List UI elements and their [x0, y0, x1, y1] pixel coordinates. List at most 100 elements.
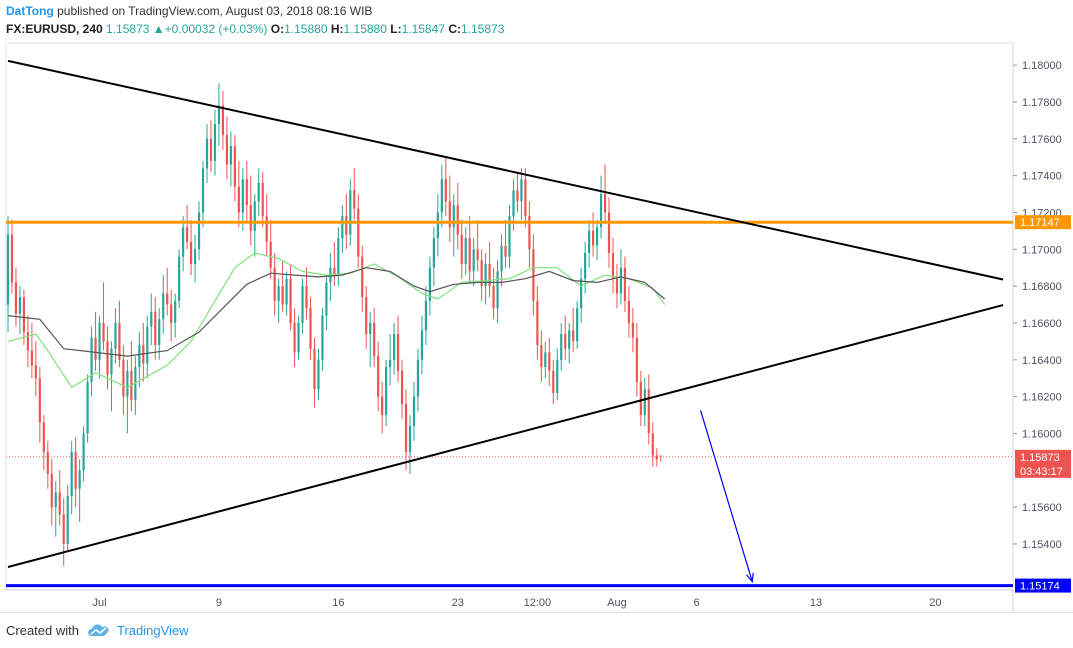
- candle-body: [432, 238, 435, 268]
- candle-body: [217, 105, 221, 125]
- candle-body: [126, 370, 129, 397]
- projection-arrow: [699, 410, 753, 582]
- author-name[interactable]: DatTong: [6, 4, 54, 18]
- candle-body: [189, 241, 193, 265]
- candle-body: [102, 322, 105, 342]
- y-tick-label: 1.16000: [1022, 428, 1062, 440]
- candle-body: [78, 470, 81, 489]
- candle-body: [460, 234, 463, 265]
- candle-body: [305, 286, 308, 309]
- candle-body: [556, 359, 559, 393]
- candle-body: [508, 216, 511, 257]
- lower-trendline: [7, 304, 1004, 568]
- candle-body: [603, 194, 607, 213]
- up-triangle-icon: ▲: [152, 22, 165, 36]
- candle-body: [174, 300, 177, 323]
- created-with-text: Created with: [6, 623, 79, 638]
- ohlc-line: FX:EURUSD, 240 1.15873 ▲+0.00032 (+0.03%…: [6, 22, 504, 36]
- candle-body: [178, 256, 181, 301]
- open-value: 1.15880: [284, 22, 328, 36]
- candle-body: [26, 332, 29, 351]
- candle-body: [528, 216, 531, 250]
- candle-body: [241, 179, 244, 213]
- candle-body: [229, 146, 232, 165]
- candle-body: [162, 293, 165, 320]
- candle-body: [544, 352, 547, 368]
- plot-frame: [5, 42, 1014, 591]
- candle-body: [480, 260, 483, 287]
- candle-body: [560, 333, 563, 360]
- candle-body: [373, 322, 376, 357]
- candle-body: [464, 238, 467, 265]
- candle-body: [253, 201, 256, 231]
- candle-body: [277, 286, 280, 301]
- footer: Created with TradingView: [0, 612, 1073, 648]
- tradingview-cloud-icon: [88, 624, 109, 636]
- candle-body: [70, 451, 73, 497]
- y-tick-label: 1.17600: [1022, 134, 1062, 146]
- countdown-label: 03:43:17: [1020, 466, 1063, 478]
- candle-body: [396, 333, 400, 371]
- candle-body: [377, 356, 380, 397]
- candle-body: [249, 205, 252, 231]
- candle-body: [345, 216, 348, 235]
- candle-body: [154, 311, 157, 346]
- upper-trendline: [7, 59, 1004, 281]
- candle-body: [166, 293, 169, 305]
- candle-body: [532, 249, 535, 301]
- candle-body: [627, 300, 631, 323]
- candle-body: [635, 337, 638, 382]
- current-price-label: 1.15873: [1020, 452, 1060, 464]
- candle-body: [440, 179, 443, 213]
- candle-body: [297, 322, 300, 353]
- candle-body: [520, 179, 523, 202]
- candle-body: [62, 514, 65, 544]
- price-chart[interactable]: 1.180001.178001.176001.174001.172001.170…: [0, 0, 1073, 612]
- arrow-head-icon: [746, 572, 754, 584]
- candle-body: [381, 396, 384, 416]
- candle-body: [209, 138, 213, 161]
- last-price: 1.15873: [106, 22, 150, 36]
- resistance-price-tag: [1015, 215, 1071, 230]
- candle-body: [197, 212, 201, 250]
- candle-body: [591, 230, 595, 246]
- candle-body: [651, 433, 654, 456]
- candle-body: [444, 179, 447, 202]
- y-tick-label: 1.16800: [1022, 281, 1062, 293]
- candle-body: [599, 194, 603, 228]
- current-price-tag: [1015, 449, 1071, 478]
- chart-header: DatTong published on TradingView.com, Au…: [0, 0, 1073, 44]
- candle-body: [309, 308, 312, 349]
- candle-body: [146, 326, 149, 364]
- candle-body: [564, 333, 567, 349]
- candle-body: [643, 389, 646, 416]
- candle-body: [94, 337, 97, 360]
- symbol-label[interactable]: FX:EURUSD, 240: [6, 22, 103, 36]
- target-price-label: 1.15174: [1020, 581, 1060, 593]
- candle-body: [150, 311, 153, 327]
- candle-body: [476, 249, 479, 261]
- candle-body: [82, 433, 85, 471]
- candle-body: [448, 201, 451, 228]
- x-tick-label: Aug: [607, 597, 627, 609]
- candle-body: [221, 105, 225, 136]
- candle-body: [655, 455, 658, 460]
- publish-info: published on TradingView.com, August 03,…: [57, 4, 373, 18]
- candle-body: [424, 300, 428, 331]
- candle-body: [6, 234, 10, 305]
- candle-body: [452, 205, 455, 228]
- candle-body: [388, 359, 392, 368]
- candle-body: [90, 337, 93, 382]
- candle-body: [193, 249, 197, 265]
- candle-body: [540, 345, 543, 368]
- candle-body: [138, 345, 141, 368]
- candle-body: [647, 389, 650, 434]
- candle-body: [484, 264, 487, 287]
- high-value: 1.15880: [343, 22, 387, 36]
- candle-body: [631, 322, 634, 338]
- y-tick-label: 1.17000: [1022, 244, 1062, 256]
- tradingview-brand[interactable]: TradingView: [117, 623, 189, 638]
- candle-body: [285, 278, 288, 305]
- candle-body: [14, 282, 18, 314]
- x-tick-label: 6: [694, 597, 700, 609]
